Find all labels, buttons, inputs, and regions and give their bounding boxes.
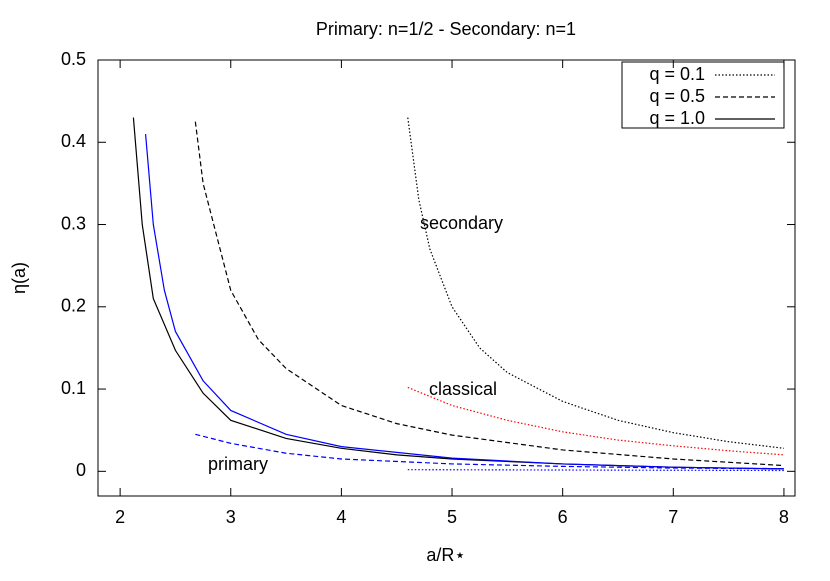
x-tick-label: 8 <box>779 507 789 527</box>
y-tick-label: 0.5 <box>61 49 86 69</box>
x-axis-label: a/R⋆ <box>426 545 465 565</box>
annotation: secondary <box>420 213 503 233</box>
x-tick-label: 5 <box>447 507 457 527</box>
x-tick-label: 3 <box>226 507 236 527</box>
y-tick-label: 0 <box>76 460 86 480</box>
series-line <box>195 433 784 470</box>
series-line <box>132 117 784 470</box>
x-tick-label: 6 <box>558 507 568 527</box>
chart-title: Primary: n=1/2 - Secondary: n=1 <box>316 19 576 39</box>
x-tick-label: 7 <box>668 507 678 527</box>
y-tick-label: 0.4 <box>61 131 86 151</box>
y-tick-label: 0.2 <box>61 296 86 316</box>
legend-label: q = 1.0 <box>649 108 705 128</box>
annotation: primary <box>208 454 268 474</box>
series-line <box>407 469 784 472</box>
legend-box <box>621 61 785 129</box>
series-line <box>407 386 784 456</box>
x-tick-label: 2 <box>115 507 125 527</box>
series-line <box>407 117 785 449</box>
y-tick-label: 0.3 <box>61 213 86 233</box>
y-axis-label: η(a) <box>9 262 29 294</box>
y-tick-label: 0.1 <box>61 378 86 398</box>
annotation: classical <box>429 379 497 399</box>
legend-label: q = 0.5 <box>649 86 705 106</box>
series-line <box>194 121 784 467</box>
series-line <box>144 133 784 470</box>
plot-frame <box>97 59 796 497</box>
legend-label: q = 0.1 <box>649 64 705 84</box>
x-tick-label: 4 <box>336 507 346 527</box>
